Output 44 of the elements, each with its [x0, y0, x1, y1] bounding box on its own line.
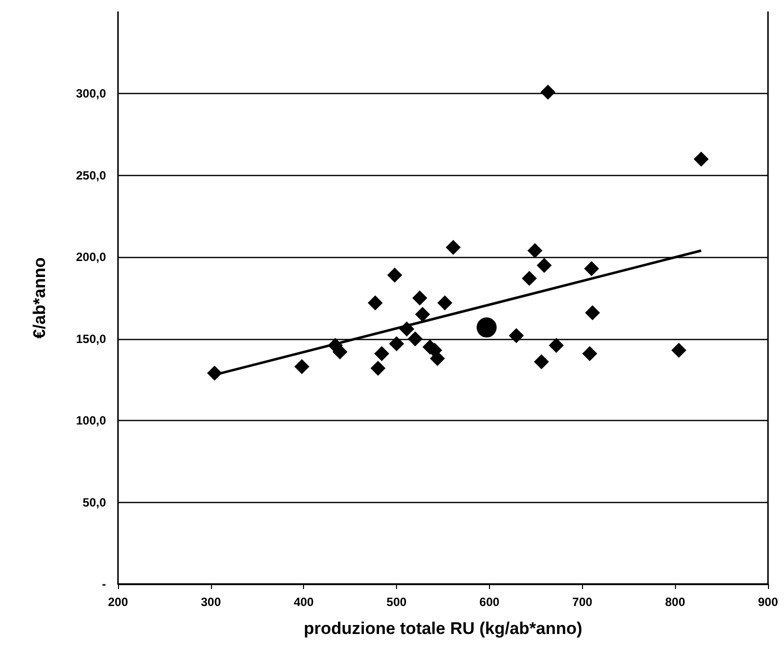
point — [412, 290, 428, 306]
y-tick-label: 150,0 — [76, 332, 106, 346]
point — [207, 366, 222, 381]
point — [694, 152, 709, 167]
x-tick-label: 800 — [665, 595, 686, 609]
point — [370, 360, 386, 376]
y-tick-label: - — [102, 577, 106, 591]
y-tick-label: 250,0 — [76, 168, 106, 182]
point — [399, 322, 414, 337]
point — [368, 295, 383, 310]
x-tick-label: 400 — [294, 595, 314, 609]
point — [476, 317, 497, 338]
point — [332, 344, 348, 360]
x-tick-label: 900 — [758, 595, 778, 609]
point — [522, 270, 537, 286]
point — [534, 354, 549, 370]
point — [585, 305, 600, 320]
point — [446, 240, 461, 255]
point — [548, 338, 564, 353]
point — [671, 342, 686, 358]
point — [415, 306, 430, 322]
x-axis-title: produzione totale RU (kg/ab*anno) — [304, 619, 582, 638]
point — [294, 359, 310, 374]
x-tick-label: 700 — [572, 595, 593, 609]
point — [582, 346, 598, 362]
point — [527, 243, 542, 258]
point — [584, 261, 600, 276]
y-tick-label: 200,0 — [76, 250, 106, 264]
x-tick-label: 300 — [200, 595, 222, 609]
x-tick-label: 200 — [108, 595, 128, 609]
point — [437, 295, 452, 310]
point — [387, 268, 402, 283]
point — [389, 336, 404, 352]
y-tick-label: 100,0 — [76, 414, 106, 428]
point — [374, 346, 390, 362]
point — [536, 258, 552, 273]
y-tick-label: 50,0 — [82, 495, 106, 510]
point — [540, 84, 556, 100]
y-axis-title: €/ab*anno — [30, 257, 49, 339]
y-tick-label: 300,0 — [76, 86, 106, 101]
point — [408, 331, 423, 346]
point — [508, 328, 524, 344]
x-tick-label: 500 — [386, 595, 407, 609]
x-tick-label: 600 — [479, 595, 500, 609]
